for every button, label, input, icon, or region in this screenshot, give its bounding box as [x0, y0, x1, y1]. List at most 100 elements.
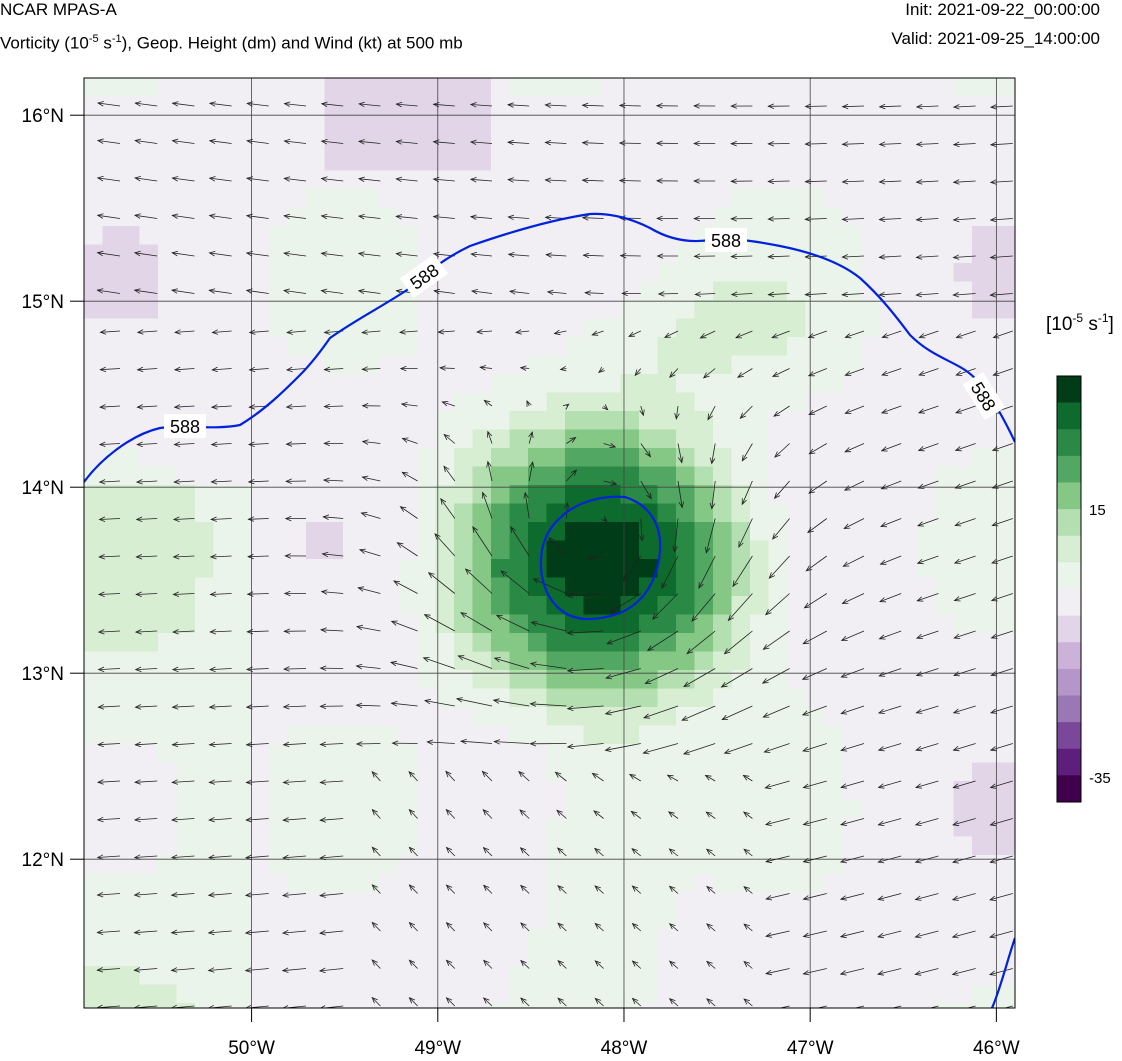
- field-description: Vorticity (10-5 s-1), Geop. Height (dm) …: [0, 29, 463, 54]
- vorticity-cell: [657, 892, 677, 912]
- wind-arrow: [706, 998, 716, 1007]
- vorticity-cell: [250, 189, 270, 209]
- vorticity-cell: [935, 485, 955, 505]
- vorticity-cell: [879, 633, 899, 653]
- vorticity-cell: [1009, 170, 1015, 190]
- colorbar-swatch: [1057, 562, 1081, 590]
- vorticity-cell: [435, 855, 455, 875]
- vorticity-cell: [195, 836, 215, 856]
- vorticity-cell: [435, 818, 455, 838]
- wind-arrow: [245, 213, 269, 220]
- vorticity-cell: [861, 152, 881, 172]
- vorticity-cell: [824, 910, 844, 930]
- vorticity-cell: [713, 522, 733, 542]
- vorticity-cell: [528, 744, 548, 764]
- vorticity-cell: [972, 96, 992, 116]
- wind-arrow: [171, 213, 195, 219]
- field-unit-exp: -1: [111, 33, 122, 45]
- vorticity-cell: [287, 633, 307, 653]
- vorticity-cell: [121, 503, 141, 523]
- vorticity-cell: [491, 485, 511, 505]
- vorticity-cell: [861, 707, 881, 727]
- vorticity-cell: [620, 725, 640, 745]
- wind-arrow: [134, 779, 158, 785]
- vorticity-cell: [842, 873, 862, 893]
- vorticity-cell: [602, 781, 622, 801]
- vorticity-cell: [435, 614, 455, 634]
- vorticity-cell: [84, 651, 104, 671]
- vorticity-cell: [195, 115, 215, 135]
- vorticity-cell: [935, 744, 955, 764]
- vorticity-cell: [250, 300, 270, 320]
- vorticity-cell: [824, 688, 844, 708]
- wind-arrow: [663, 330, 679, 338]
- wind-arrow: [320, 139, 344, 145]
- vorticity-cell: [269, 429, 289, 449]
- vorticity-cell: [879, 244, 899, 264]
- vorticity-cell: [639, 559, 659, 579]
- vorticity-cell: [842, 281, 862, 301]
- wind-arrow: [322, 514, 344, 520]
- vorticity-cell: [380, 707, 400, 727]
- vorticity-cell: [435, 781, 455, 801]
- vorticity-cell: [768, 429, 788, 449]
- vorticity-cell: [121, 411, 141, 431]
- wind-arrow: [486, 460, 493, 482]
- vorticity-cell: [435, 411, 455, 431]
- vorticity-cell: [916, 725, 936, 745]
- vorticity-cell: [361, 910, 381, 930]
- wind-arrow: [245, 666, 269, 672]
- wind-arrow: [915, 291, 939, 298]
- vorticity-cell: [639, 318, 659, 338]
- wind-arrow: [742, 811, 753, 819]
- vorticity-cell: [620, 429, 640, 449]
- vorticity-cell: [879, 207, 899, 227]
- vorticity-cell: [694, 300, 714, 320]
- vorticity-cell: [1009, 614, 1015, 634]
- wind-arrow: [651, 593, 679, 620]
- vorticity-cell: [417, 966, 437, 986]
- vorticity-cell: [213, 411, 233, 431]
- vorticity-cell: [380, 929, 400, 949]
- vorticity-cell: [398, 355, 418, 375]
- wind-arrow: [96, 138, 121, 144]
- wind-arrow: [605, 668, 641, 680]
- graticule: [84, 78, 1015, 1008]
- vorticity-cell: [306, 152, 326, 172]
- vorticity-cell: [1009, 189, 1015, 209]
- vorticity-cell: [694, 818, 714, 838]
- wind-arrow: [246, 138, 269, 145]
- vorticity-cell: [139, 78, 159, 98]
- vorticity-cell: [916, 355, 936, 375]
- vorticity-cell: [583, 744, 603, 764]
- vorticity-cell: [879, 355, 899, 375]
- wind-arrow: [171, 101, 195, 107]
- vorticity-cell: [472, 115, 492, 135]
- vorticity-cell: [176, 1003, 196, 1008]
- wind-arrow: [133, 967, 158, 973]
- wind-arrow: [281, 967, 307, 973]
- vorticity-cell: [417, 688, 437, 708]
- vorticity-cell: [176, 337, 196, 357]
- vorticity-cell: [232, 762, 252, 782]
- wind-arrow: [508, 289, 530, 295]
- vorticity-cell: [250, 670, 270, 690]
- vorticity-cell: [879, 929, 899, 949]
- vorticity-cell: [972, 448, 992, 468]
- vorticity-cell: [972, 337, 992, 357]
- vorticity-cell: [398, 947, 418, 967]
- wind-arrow: [691, 593, 716, 622]
- vorticity-cell: [195, 892, 215, 912]
- vorticity-cell: [269, 1003, 289, 1008]
- vorticity-cell: [361, 115, 381, 135]
- vorticity-cell: [916, 226, 936, 246]
- vorticity-cell: [287, 799, 307, 819]
- vorticity-cell: [528, 170, 548, 190]
- vorticity-cell: [972, 559, 992, 579]
- vorticity-cell: [639, 799, 659, 819]
- vorticity-cell: [639, 374, 659, 394]
- vorticity-cell: [398, 725, 418, 745]
- vorticity-cell: [583, 818, 603, 838]
- vorticity-cell: [417, 744, 437, 764]
- wind-arrow: [668, 848, 679, 857]
